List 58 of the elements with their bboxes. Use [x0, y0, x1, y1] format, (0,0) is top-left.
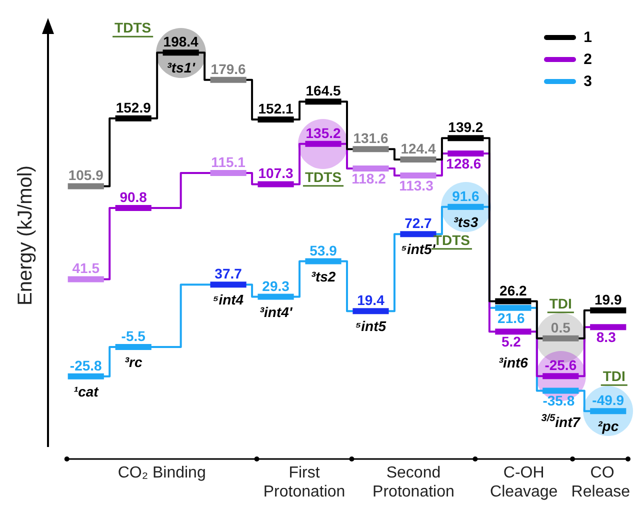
x-tick-label: ¹cat: [73, 383, 100, 400]
data-label: -25.6: [544, 357, 577, 374]
x-tick-label: ⁵int5': [401, 241, 436, 258]
text: Second Protonation: [372, 464, 454, 500]
annotation: TDI: [602, 368, 626, 384]
data-label: -25.8: [70, 357, 102, 374]
text: CO Release: [571, 464, 630, 500]
data-label: 19.4: [357, 292, 385, 308]
data-label: 164.5: [306, 82, 341, 99]
data-label: 113.3: [399, 177, 434, 194]
x-tick-label: ³int4': [259, 304, 293, 320]
annotation: TDTS: [304, 168, 342, 185]
data-label: 131.6: [353, 130, 388, 146]
x-tick-label: ³int6: [498, 354, 528, 371]
data-label: 152.1: [258, 100, 294, 117]
annotation: TDI: [549, 295, 572, 312]
text: TDTS: [114, 20, 152, 36]
data-label: 91.6: [452, 188, 480, 204]
x-tick-label: ³ts3: [453, 214, 478, 230]
x-tick-label: ⁵int4: [213, 292, 244, 308]
data-label: 135.2: [306, 124, 341, 141]
x-tick-label: ³ts2: [310, 268, 336, 284]
data-label: 21.6: [498, 310, 526, 326]
data-label: -49.9: [592, 392, 624, 408]
text: CO₂ Binding: [118, 464, 206, 482]
x-tick-label: ²pc: [598, 418, 619, 434]
data-label: 179.6: [210, 60, 246, 77]
legend-label: 3: [584, 72, 592, 90]
text: C-OH Cleavage: [490, 464, 558, 500]
data-label: 29.3: [262, 278, 290, 294]
data-label: 198.4: [163, 34, 199, 50]
legend-label: 1: [584, 28, 592, 46]
data-label: 128.6: [446, 155, 482, 172]
data-label: 124.4: [400, 140, 436, 157]
x-tick-label: ³rc: [124, 354, 143, 370]
data-label: 0.5: [550, 319, 571, 336]
data-label: 107.3: [258, 165, 294, 182]
data-label: -5.5: [121, 328, 146, 344]
data-label: 72.7: [404, 215, 432, 232]
data-label: -35.8: [542, 392, 575, 409]
y-axis-title: Energy (kJ/mol): [14, 165, 37, 306]
data-label: 105.9: [68, 167, 104, 184]
data-label: 19.9: [594, 291, 622, 308]
data-label: 152.9: [116, 99, 152, 116]
legend-label: 2: [584, 50, 592, 68]
data-label: 8.3: [596, 328, 616, 345]
data-label: 139.2: [448, 119, 484, 136]
data-label: 115.1: [211, 154, 246, 170]
data-label: 53.9: [310, 242, 338, 258]
data-label: 37.7: [214, 266, 242, 282]
data-label: 118.2: [352, 170, 386, 186]
x-tick-label: ⁵int5: [355, 318, 386, 334]
data-label: 41.5: [72, 260, 100, 276]
data-label: 26.2: [500, 282, 528, 298]
text: First Protonation: [263, 464, 346, 500]
x-tick-label: ³ts1': [166, 60, 196, 76]
data-label: 5.2: [501, 333, 522, 350]
data-label: 90.8: [120, 189, 148, 206]
